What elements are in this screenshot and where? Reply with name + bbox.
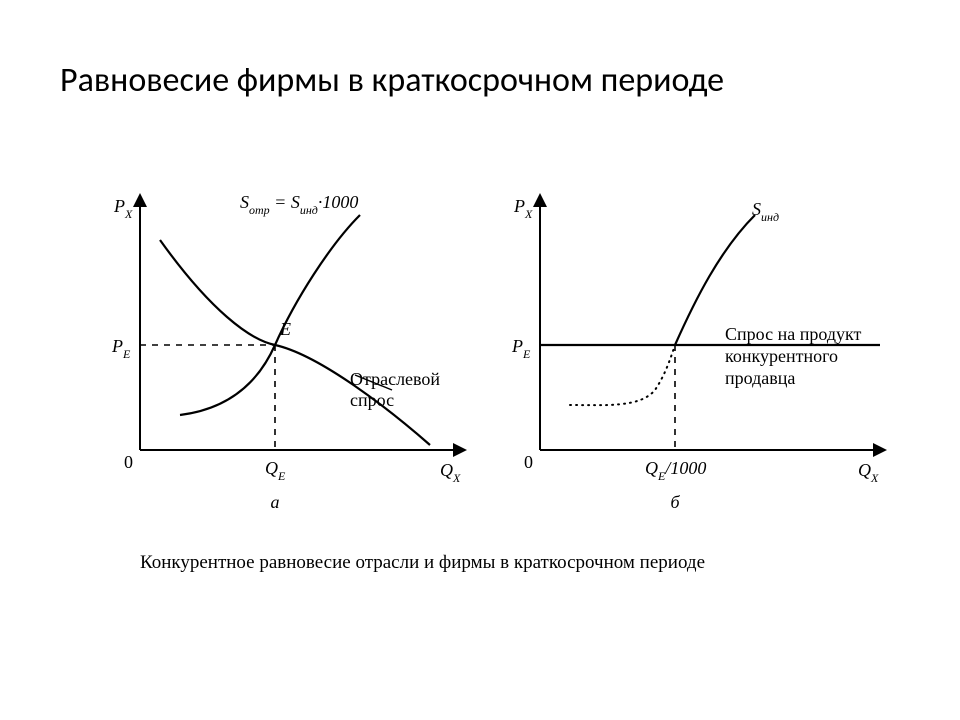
- right-y-label: PX: [513, 196, 533, 221]
- left-demand-label-1: Отраслевой: [350, 369, 440, 389]
- left-supply-curve: [180, 215, 360, 415]
- right-qe-label: QE/1000: [645, 458, 706, 483]
- right-demand-text-3: продавца: [725, 368, 795, 388]
- left-e-label: E: [279, 319, 291, 339]
- right-origin: 0: [524, 452, 533, 472]
- left-qe-label: QE: [265, 458, 286, 483]
- left-pe-label: PE: [111, 336, 131, 361]
- right-sind-label: Sинд: [752, 199, 779, 224]
- left-y-label: PX: [113, 196, 133, 221]
- left-panel: E PX QX 0 PE QE Sотр =: [111, 192, 461, 512]
- left-origin: 0: [124, 452, 133, 472]
- left-demand-label-2: спрос: [350, 390, 394, 410]
- right-x-label: QX: [858, 460, 879, 485]
- left-formula: Sотр = Sинд·1000: [240, 192, 358, 217]
- figure-container: E PX QX 0 PE QE Sотр =: [80, 170, 900, 590]
- right-panel: PX QX 0 PE QE/1000 Sинд: [511, 196, 880, 512]
- left-demand-curve: [160, 240, 430, 445]
- left-panel-letter: а: [271, 492, 280, 512]
- right-demand-text-1: Спрос на продукт: [725, 324, 861, 344]
- diagram-svg: E PX QX 0 PE QE Sотр =: [80, 170, 900, 530]
- right-panel-letter: б: [670, 492, 680, 512]
- right-supply-dotted: [570, 345, 675, 405]
- left-x-label: QX: [440, 460, 461, 485]
- figure-caption: Конкурентное равновесие отрасли и фирмы …: [140, 552, 705, 574]
- right-pe-label: PE: [511, 336, 531, 361]
- page-title: Равновесие фирмы в краткосрочном периоде: [60, 60, 724, 101]
- page: Равновесие фирмы в краткосрочном периоде: [0, 0, 960, 720]
- right-demand-text-2: конкурентного: [725, 346, 838, 366]
